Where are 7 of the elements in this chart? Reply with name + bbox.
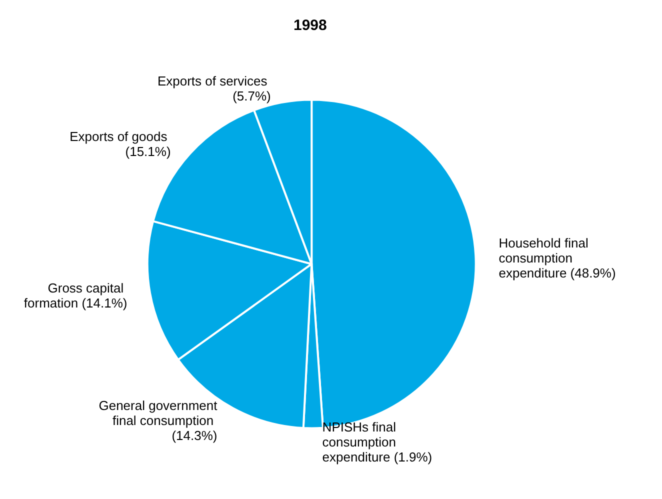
slice-label: NPISHs final consumption expenditure (1.9%) [322, 420, 432, 465]
slice-label: Exports of goods (15.1%) [70, 129, 171, 160]
slice-label: Gross capital formation (14.1%) [24, 280, 128, 311]
chart-title: 1998 [293, 17, 327, 34]
slice-label: Exports of services (5.7%) [157, 74, 271, 104]
slice-label: General government final consumption (14.3%) [98, 398, 218, 443]
slice-label: Household final consumption expenditure (48.9%) [498, 235, 616, 280]
